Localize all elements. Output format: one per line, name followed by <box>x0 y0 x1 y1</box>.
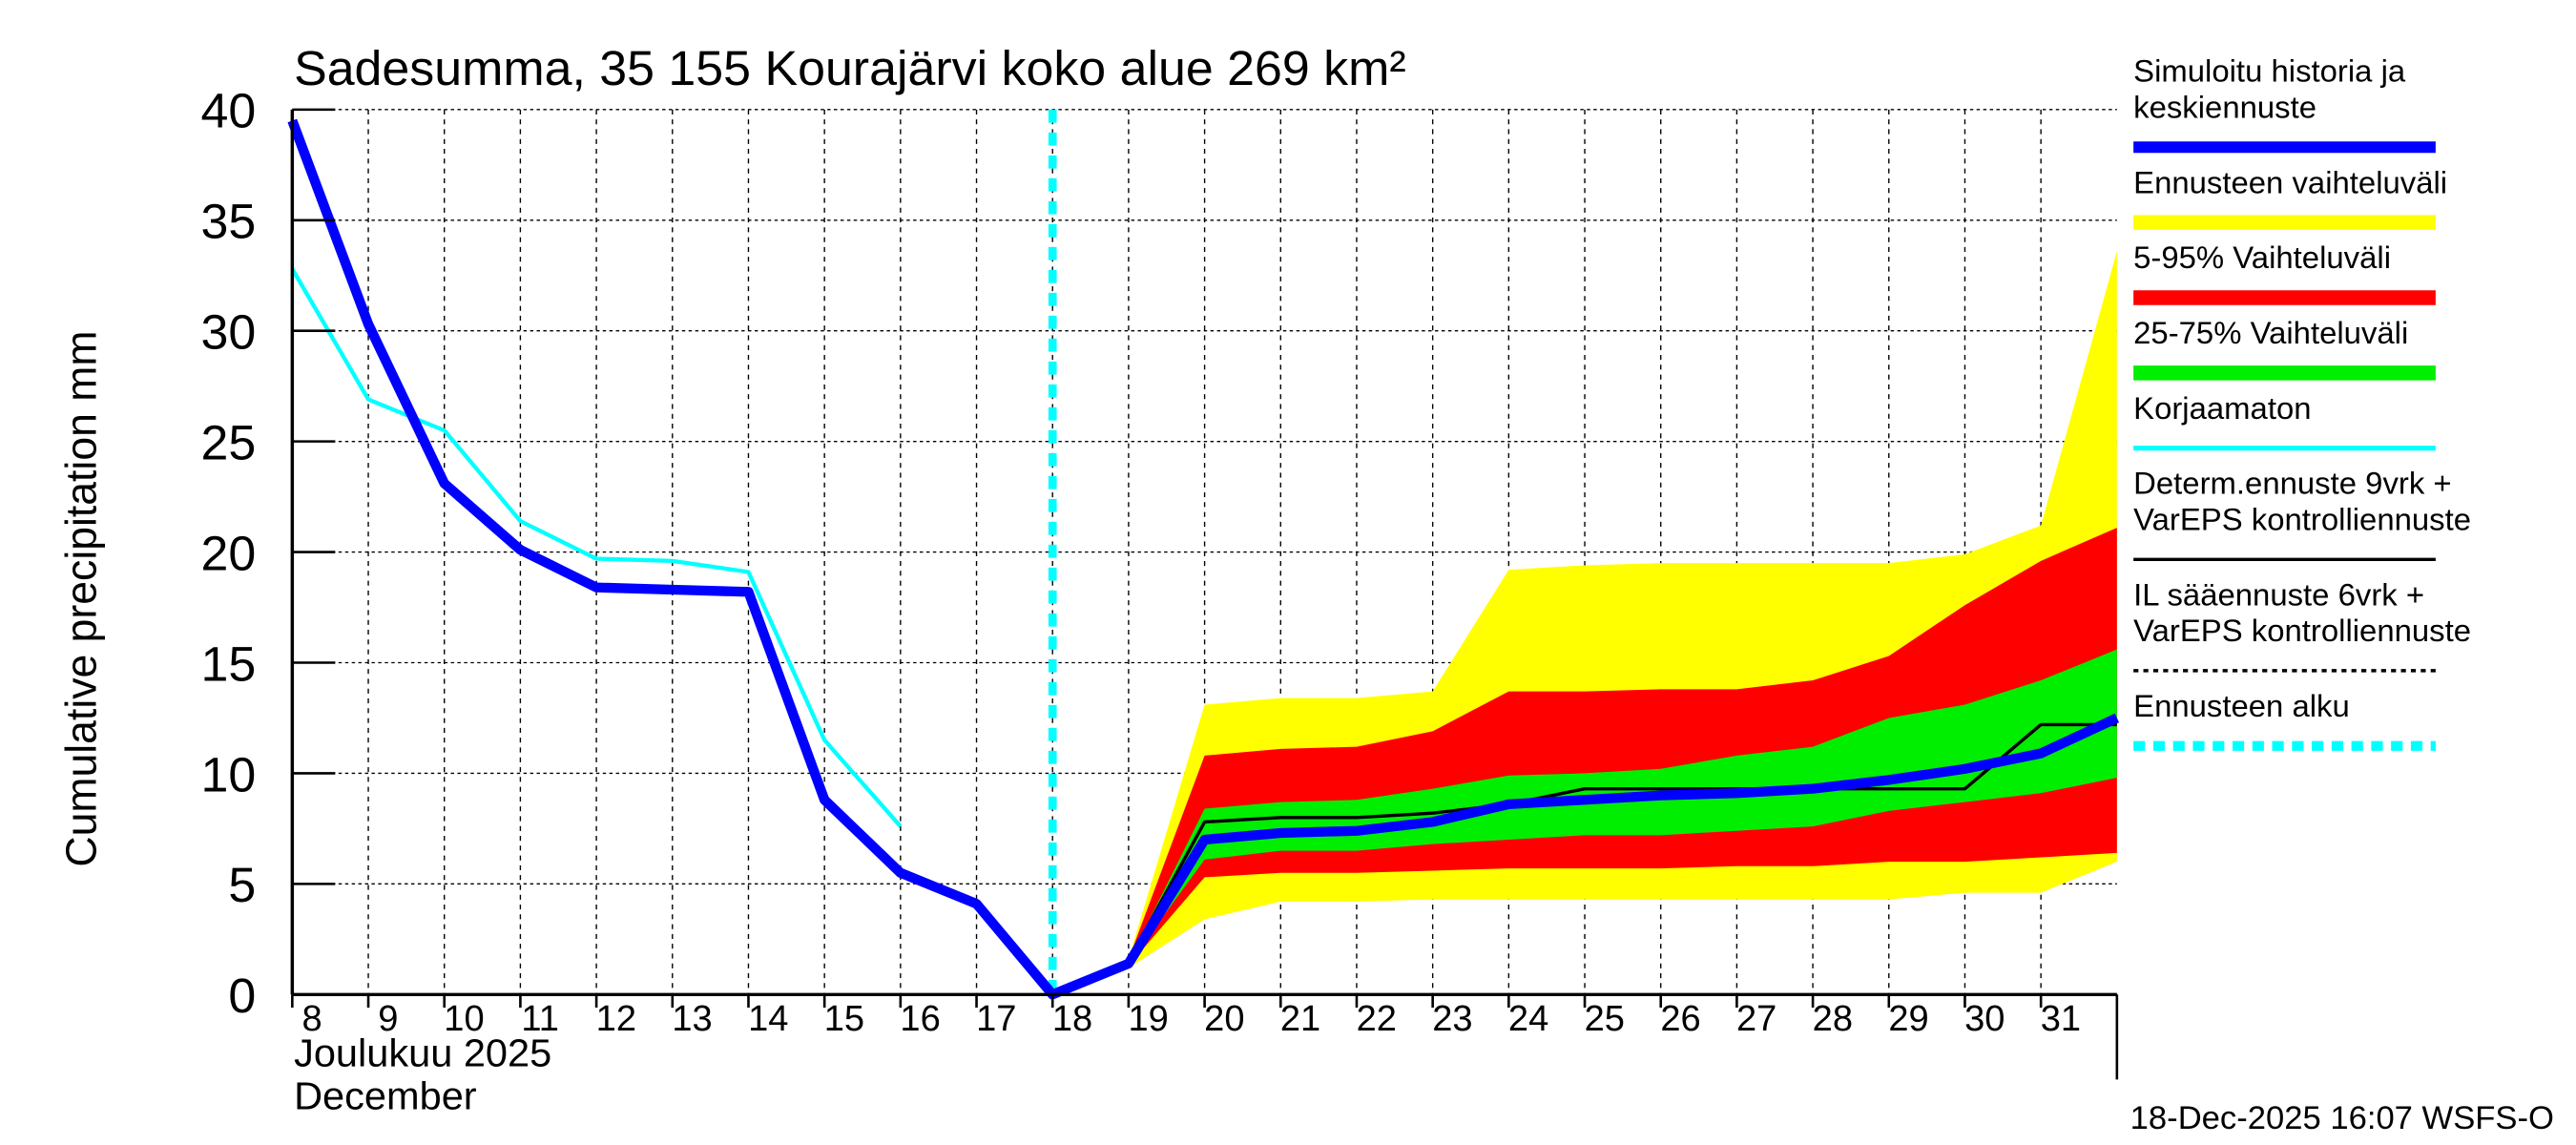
x-tick-label: 9 <box>378 999 398 1039</box>
x-tick-label: 8 <box>302 999 322 1039</box>
y-tick-label: 5 <box>228 857 256 912</box>
x-axis-label-fi: Joulukuu 2025 <box>294 1031 551 1075</box>
x-tick-label: 18 <box>1052 999 1092 1039</box>
chart-title: Sadesumma, 35 155 Kourajärvi koko alue 2… <box>294 40 1406 95</box>
green-band <box>1052 649 2117 995</box>
x-tick-label: 26 <box>1660 999 1700 1039</box>
y-tick-label: 15 <box>201 636 257 692</box>
x-tick-label: 22 <box>1357 999 1397 1039</box>
y-tick-label: 40 <box>201 83 257 138</box>
y-tick-label: 30 <box>201 304 257 360</box>
lines <box>287 109 2120 1000</box>
legend-label: Simuloitu historia ja <box>2133 53 2406 89</box>
axes: 0 5 10 15 20 25 30 35 40 8 9 10 11 12 13 14 15 16 17 18 19 20… <box>201 83 2119 1080</box>
x-tick-label: 24 <box>1508 999 1548 1039</box>
y-tick-label: 10 <box>201 747 257 802</box>
legend-label: Ennusteen alku <box>2133 688 2350 723</box>
x-tick-label: 13 <box>672 999 712 1039</box>
x-tick-label: 10 <box>444 999 484 1039</box>
korjaamaton-line <box>290 267 903 828</box>
y-tick-label: 25 <box>201 415 257 470</box>
simulated-line <box>287 118 2120 1000</box>
x-tick-label: 23 <box>1432 999 1472 1039</box>
x-tick-label: 28 <box>1813 999 1853 1039</box>
legend-label: 25-75% Vaihteluväli <box>2133 315 2408 350</box>
x-axis-label-en: December <box>294 1073 477 1117</box>
legend-label: Korjaamaton <box>2133 390 2311 426</box>
x-tick-label: 12 <box>596 999 636 1039</box>
x-tick-label: 27 <box>1736 999 1776 1039</box>
footer-timestamp: 18-Dec-2025 16:07 WSFS-O <box>2130 1100 2554 1136</box>
red-band <box>1052 528 2117 995</box>
x-tick-label: 16 <box>900 999 940 1039</box>
legend-label: Determ.ennuste 9vrk + <box>2133 466 2451 501</box>
bands <box>1052 251 2117 995</box>
x-tick-label: 11 <box>521 999 559 1039</box>
x-tick-label: 21 <box>1280 999 1320 1039</box>
x-tick-label: 15 <box>824 999 864 1039</box>
y-axis-label: Cumulative precipitation mm <box>57 331 105 867</box>
y-tick-label: 0 <box>228 968 256 1023</box>
legend-label: Ennusteen vaihteluväli <box>2133 164 2447 199</box>
x-tick-label: 17 <box>976 999 1016 1039</box>
x-tick-label: 14 <box>748 999 788 1039</box>
x-tick-label: 19 <box>1129 999 1169 1039</box>
x-tick-label: 30 <box>1964 999 2005 1039</box>
legend-label: keskiennuste <box>2133 90 2316 125</box>
y-tick-label: 35 <box>201 194 257 249</box>
y-tick-label: 20 <box>201 526 257 581</box>
determ-line <box>1051 722 2117 996</box>
legend-label: VarEPS kontrolliennuste <box>2133 502 2471 537</box>
x-tick-label: 31 <box>2041 999 2081 1039</box>
legend-label: VarEPS kontrolliennuste <box>2133 613 2471 648</box>
x-tick-label: 20 <box>1204 999 1244 1039</box>
legend-label: IL sääennuste 6vrk + <box>2133 576 2424 612</box>
x-tick-label: 29 <box>1888 999 1928 1039</box>
legend-label: 5-95% Vaihteluväli <box>2133 239 2391 275</box>
x-tick-label: 25 <box>1585 999 1625 1039</box>
